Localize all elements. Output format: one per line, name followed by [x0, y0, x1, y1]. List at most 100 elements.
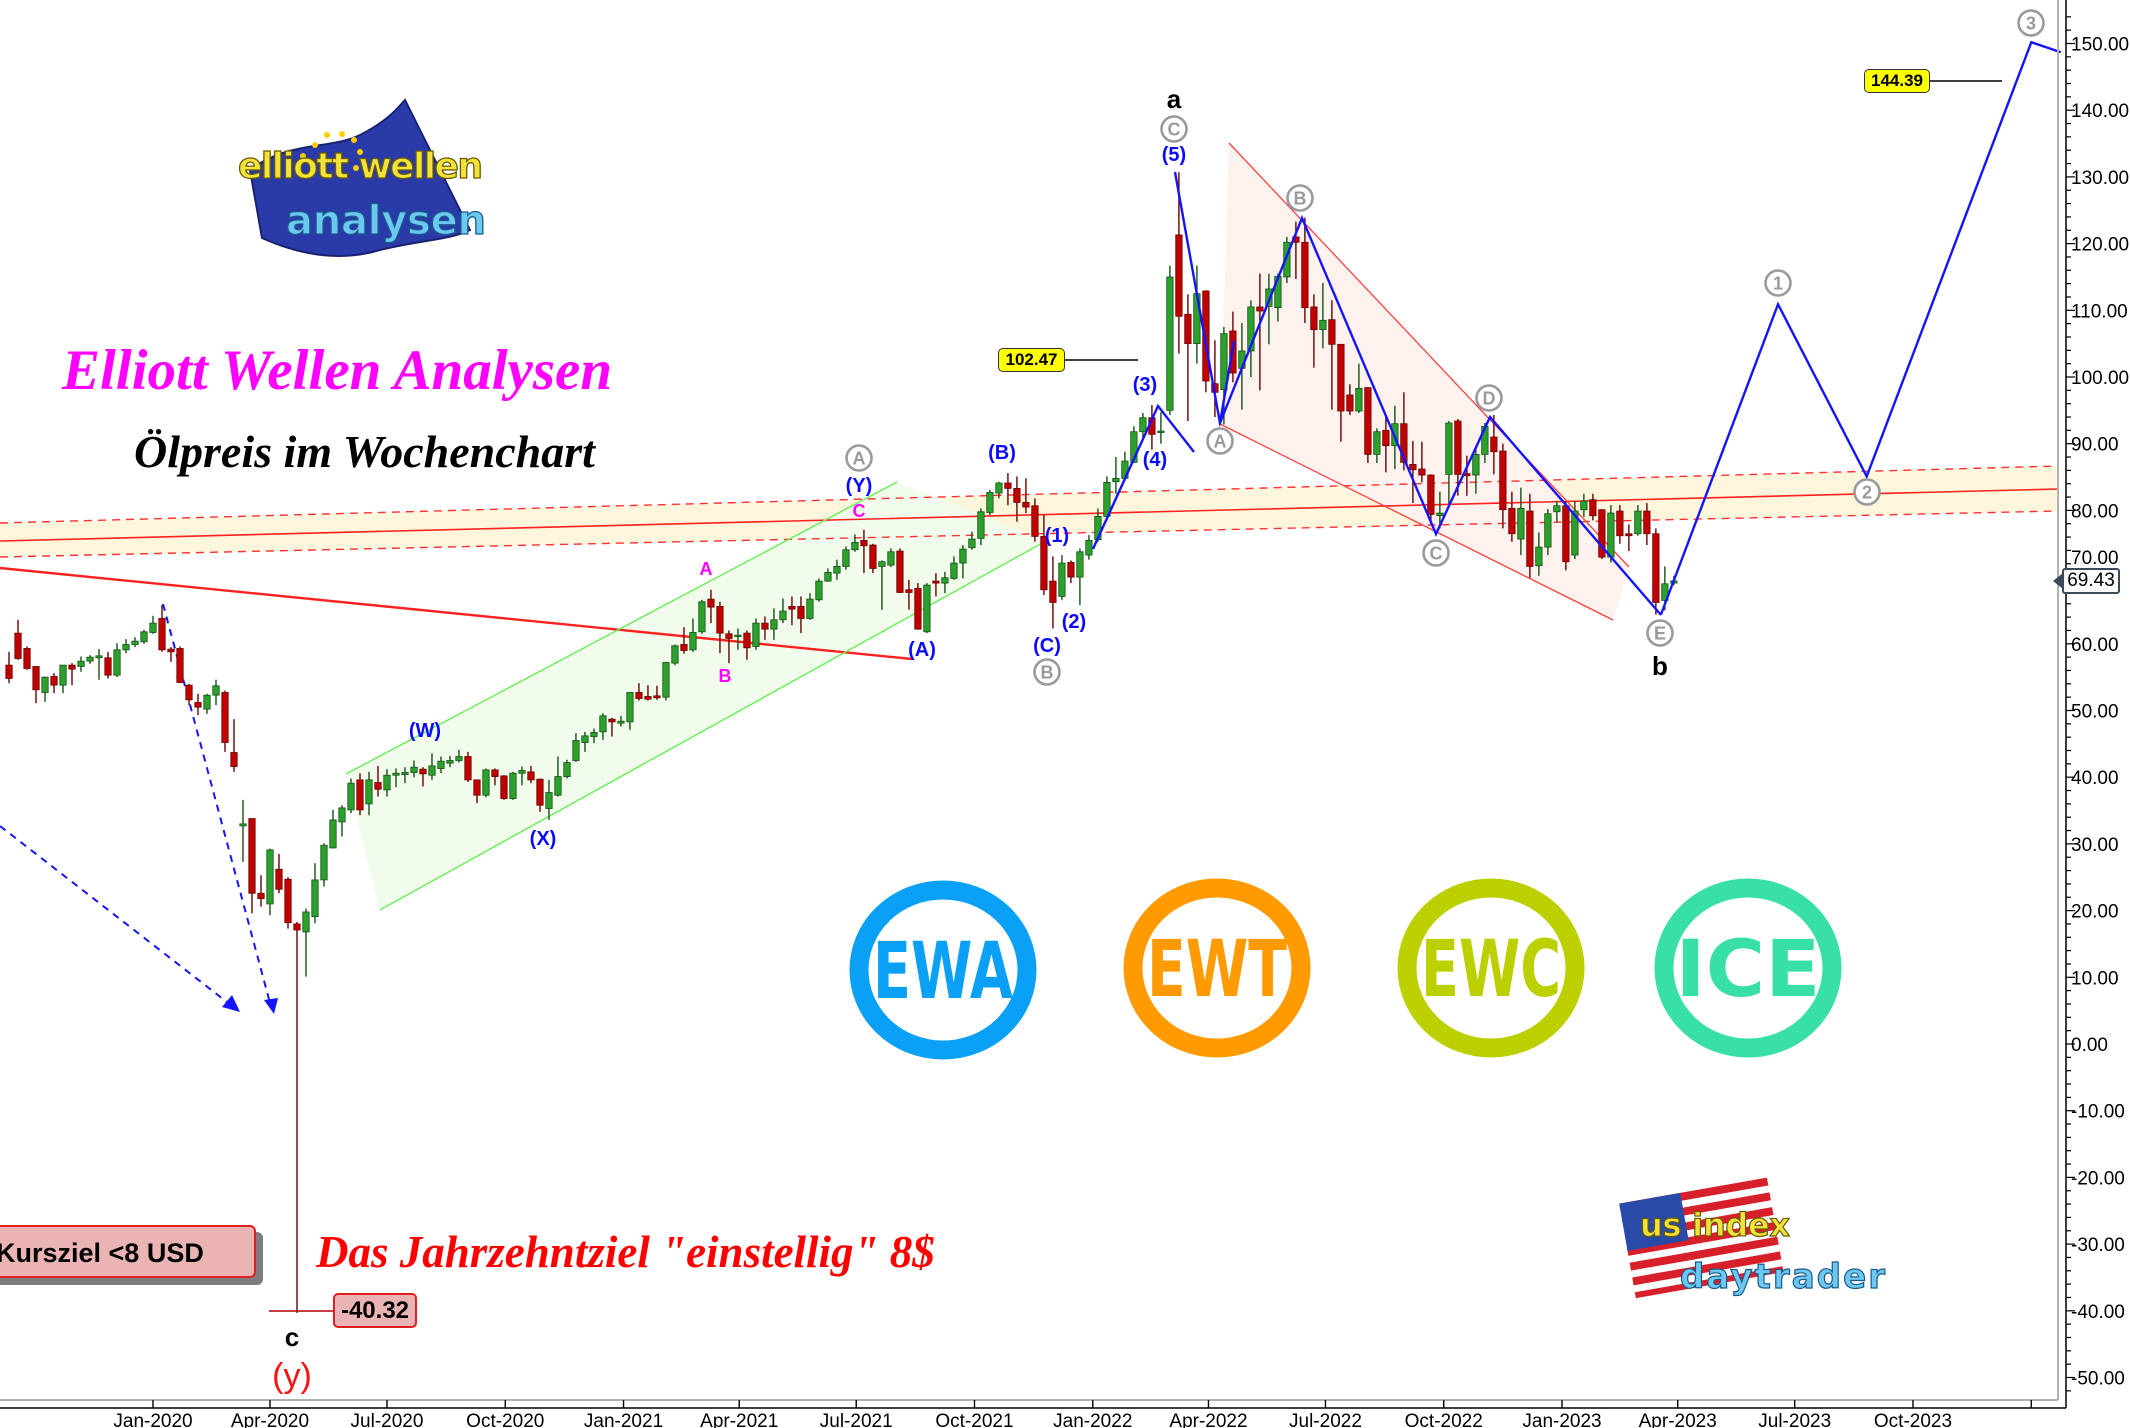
- candle: [1058, 555, 1066, 600]
- candle-body: [932, 580, 940, 584]
- candle-body: [194, 702, 202, 708]
- candle-body: [1364, 387, 1372, 455]
- wave-label-X: (X): [530, 828, 557, 850]
- candle-body: [1499, 450, 1507, 511]
- circled-wave-label: C: [1160, 115, 1188, 143]
- candle-body: [212, 685, 220, 696]
- candle-body: [788, 606, 796, 610]
- candle: [905, 579, 913, 610]
- candle: [104, 651, 112, 679]
- candle-body: [869, 544, 877, 569]
- candle: [1247, 300, 1255, 377]
- candle: [1616, 505, 1624, 544]
- circled-wave-label: E: [1646, 619, 1674, 647]
- candle-body: [32, 666, 40, 691]
- candle: [977, 508, 985, 546]
- candle-body: [356, 779, 364, 811]
- y-tick-label: 120.00: [2071, 235, 2129, 256]
- candle: [734, 628, 742, 650]
- candle: [536, 778, 544, 812]
- candle: [347, 778, 355, 814]
- candle-body: [617, 720, 625, 724]
- circled-label-text: E: [1654, 624, 1666, 644]
- candle-body: [1031, 505, 1039, 537]
- price-target-box: Kursziel <8 USD: [0, 1225, 256, 1278]
- candle-body: [95, 655, 103, 659]
- candle-body: [419, 768, 427, 775]
- candle: [1382, 417, 1390, 473]
- candle-body: [1247, 306, 1255, 352]
- candle-body: [1535, 546, 1543, 567]
- candle-body: [914, 588, 922, 630]
- candle: [428, 753, 436, 780]
- candle-body: [1652, 533, 1660, 603]
- x-tick-label: Jan-2020: [113, 1411, 192, 1428]
- candle: [1283, 236, 1291, 283]
- circled-label-text: B: [1041, 663, 1054, 683]
- svg-text:EWC: EWC: [1421, 925, 1561, 1015]
- svg-text:ICE: ICE: [1676, 925, 1821, 1015]
- candle-body: [1490, 436, 1498, 453]
- y-tick-label: 130.00: [2071, 168, 2129, 189]
- candle-body: [878, 561, 886, 567]
- candle-body: [1409, 463, 1417, 471]
- candle: [410, 760, 418, 778]
- x-tick-label: Jul-2021: [820, 1411, 893, 1428]
- circled-wave-label: 1: [1764, 269, 1792, 297]
- wave-label-a: a: [1167, 84, 1182, 114]
- candle: [5, 651, 13, 684]
- candle: [1112, 457, 1120, 494]
- candle-body: [1454, 420, 1462, 475]
- candle-body: [113, 649, 121, 676]
- y-tick-label: 70.00: [2071, 548, 2119, 569]
- candle-body: [1310, 306, 1318, 331]
- candle: [1355, 363, 1363, 414]
- candle-body: [464, 756, 472, 781]
- candle: [59, 664, 67, 694]
- candle-body: [59, 664, 67, 686]
- candle: [1301, 217, 1309, 323]
- candle-body: [1130, 431, 1138, 463]
- candle: [500, 775, 508, 800]
- candle: [995, 481, 1003, 499]
- candle: [707, 589, 715, 624]
- candle-body: [1589, 499, 1597, 517]
- candle: [806, 593, 814, 620]
- candle: [626, 692, 634, 730]
- candle-body: [410, 766, 418, 773]
- candle-body: [257, 892, 265, 899]
- candle-body: [644, 696, 652, 700]
- candle-body: [608, 718, 616, 723]
- candle-body: [1544, 513, 1552, 548]
- y-tick-label: -40.00: [2071, 1302, 2125, 1323]
- circled-label-text: A: [1214, 432, 1227, 452]
- channel-fill: [346, 482, 1046, 910]
- y-tick-label: 110.00: [2071, 301, 2128, 322]
- ewc-badge: EWC: [1397, 878, 1585, 1058]
- candle: [1373, 428, 1381, 464]
- wave-label-Y: (Y): [846, 475, 873, 497]
- x-tick-label: Jul-2020: [351, 1411, 424, 1428]
- y-tick-label: -10.00: [2071, 1102, 2125, 1123]
- candle-body: [725, 633, 733, 639]
- candle-body: [1472, 453, 1480, 476]
- wave-label-y: (y): [272, 1357, 312, 1395]
- candle-body: [554, 776, 562, 796]
- candle: [1508, 491, 1516, 542]
- candle-body: [1508, 507, 1516, 535]
- candle-body: [482, 769, 490, 796]
- candle-body: [1562, 505, 1570, 563]
- candle-body: [68, 664, 76, 670]
- page-title: Elliott Wellen Analysen: [62, 339, 613, 402]
- downtrend-line: [0, 566, 913, 661]
- candle: [527, 765, 535, 784]
- candle: [311, 863, 319, 924]
- candle: [1553, 501, 1561, 523]
- wave-label-3: (3): [1133, 374, 1157, 396]
- candle: [563, 759, 571, 779]
- y-tick-label: -20.00: [2071, 1168, 2125, 1189]
- candle: [1625, 524, 1633, 552]
- level-102-box: 102.47: [998, 348, 1065, 372]
